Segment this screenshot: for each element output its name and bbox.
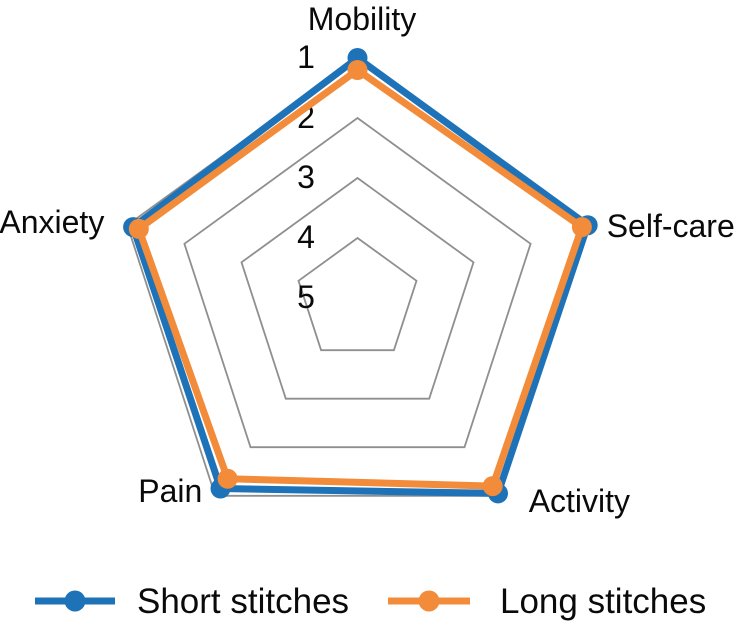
series-marker-long-stitches-mobility xyxy=(347,60,368,80)
axis-label-activity: Activity xyxy=(529,483,630,519)
ring-label-4: 4 xyxy=(297,219,315,255)
axis-label-anxiety: Anxiety xyxy=(0,204,104,240)
grid-ring-3 xyxy=(240,176,475,400)
legend-marker-icon-long-stitches xyxy=(418,590,440,612)
axis-label-self-care: Self-care xyxy=(607,208,735,244)
axis-label-pain: Pain xyxy=(138,473,202,509)
axis-label-mobility: Mobility xyxy=(308,1,416,37)
grid-ring-4 xyxy=(297,236,418,352)
ring-label-3: 3 xyxy=(297,159,315,195)
series-line-long-stitches xyxy=(135,66,586,490)
series-marker-long-stitches-anxiety xyxy=(128,218,149,239)
legend-label-long-stitches: Long stitches xyxy=(500,582,706,621)
series-line-short-stitches xyxy=(129,54,592,497)
series-marker-long-stitches-self-care xyxy=(571,217,592,238)
grid-ring-2 xyxy=(183,116,532,449)
legend-label-short-stitches: Short stitches xyxy=(137,582,349,621)
legend-marker-icon-short-stitches xyxy=(64,590,86,612)
ring-label-1: 1 xyxy=(297,39,315,75)
series-marker-long-stitches-activity xyxy=(482,476,503,497)
ring-label-5: 5 xyxy=(297,279,315,315)
series-marker-long-stitches-pain xyxy=(217,468,238,489)
